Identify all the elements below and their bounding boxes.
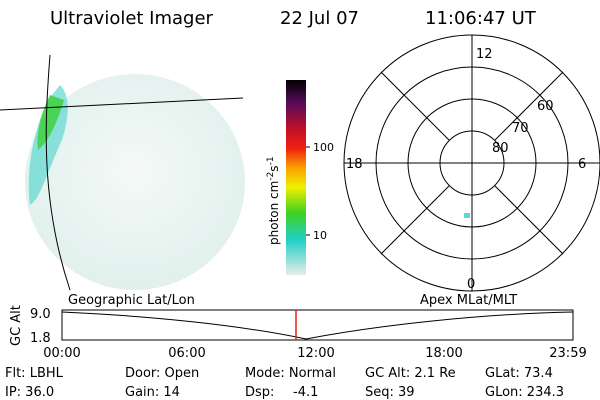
x-tick: 06:00	[168, 346, 205, 361]
status-item: Door: Open	[125, 366, 199, 381]
x-tick: 00:00	[43, 346, 80, 361]
y-tick: 1.8	[30, 331, 51, 346]
status-item: Mode: Normal	[245, 366, 336, 381]
colorbar-label: photon cm-2s-1	[266, 156, 281, 245]
x-tick: 23:59	[549, 346, 586, 361]
mlt-label: 18	[346, 157, 363, 172]
status-item: GLat: 73.4	[485, 366, 553, 381]
time: 11:06:47 UT	[425, 8, 537, 29]
polar-plot: 12 18 6 0 60 70 80	[343, 34, 600, 292]
mlt-label: 12	[476, 47, 493, 62]
status-item: Seq: 39	[365, 385, 415, 400]
colorbar-tick: 10	[313, 229, 327, 242]
x-tick: 12:00	[297, 346, 334, 361]
x-tick: 18:00	[425, 346, 462, 361]
colorbar-tick: 100	[313, 141, 334, 154]
timeline-title: Apex MLat/MLT	[420, 293, 517, 308]
status-item: Flt: LBHL	[5, 366, 64, 381]
date: 22 Jul 07	[280, 8, 359, 29]
status-item: GC Alt: 2.1 Re	[365, 366, 456, 381]
status-item: GLon: 234.3	[485, 385, 564, 400]
y-tick: 9.0	[30, 307, 51, 322]
status: Flt: LBHL IP: 36.0 Door: Open Gain: 14 M…	[5, 366, 564, 400]
y-label: GC Alt	[9, 305, 24, 346]
status-item: Dsp:	[245, 385, 274, 400]
timeline: Geographic Lat/Lon Apex MLat/MLT GC Alt …	[9, 293, 587, 361]
status-item: -4.1	[293, 385, 318, 400]
mlt-label: 6	[578, 157, 586, 172]
colorbar: 100 10 photon cm-2s-1	[266, 80, 334, 275]
status-item: IP: 36.0	[5, 385, 54, 400]
mlt-label: 0	[467, 277, 475, 292]
lat-label: 60	[537, 99, 554, 114]
timeline-title: Geographic Lat/Lon	[68, 293, 195, 308]
title: Ultraviolet Imager	[50, 8, 214, 29]
uv-image	[0, 54, 245, 291]
lat-label: 80	[492, 141, 509, 156]
status-item: Gain: 14	[125, 385, 180, 400]
lat-label: 70	[512, 121, 529, 136]
